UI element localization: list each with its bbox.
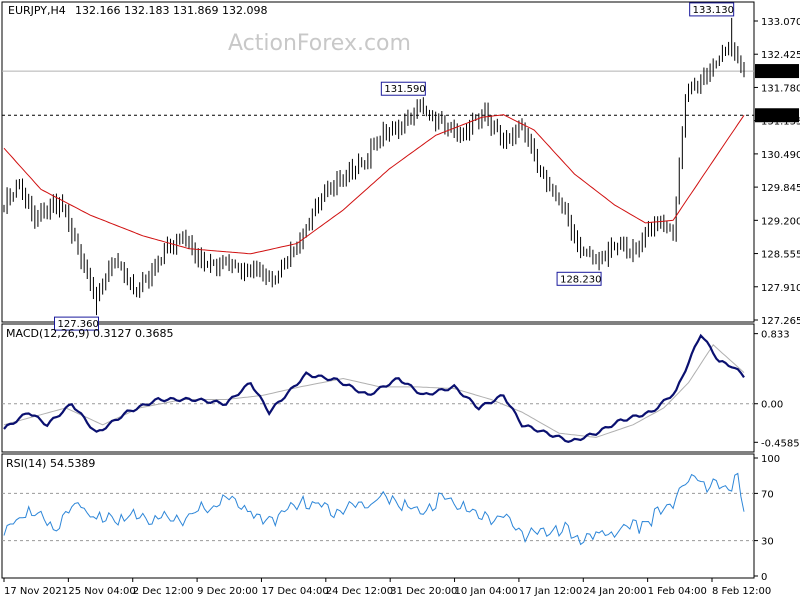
- price-layer: 133.130 131.590 128.230 127.360: [2, 2, 754, 331]
- price-tick-label: 133.070: [761, 17, 800, 28]
- ohlc-open: 132.166: [75, 4, 121, 17]
- moving-average-line: [3, 114, 745, 255]
- annotation-label: 133.130: [693, 5, 734, 16]
- time-tick-label: 9 Dec 20:00: [197, 586, 258, 597]
- macd-tick-label: 0.00: [761, 400, 783, 411]
- time-tick-label: 17 Dec 04:00: [261, 586, 328, 597]
- time-tick-label: 17 Nov 2021: [4, 586, 68, 597]
- time-tick-label: 17 Jan 12:00: [519, 586, 582, 597]
- annotation-box: [556, 271, 602, 286]
- time-tick-label: 1 Feb 04:00: [648, 586, 707, 597]
- rsi-tick-label: 0: [761, 572, 767, 583]
- macd-layer: [2, 333, 754, 443]
- annotation-box: [689, 2, 735, 17]
- price-panel: [1, 1, 755, 323]
- rsi-layer: [2, 472, 754, 546]
- axis-layer: 133.070132.425131.780131.135130.490129.8…: [3, 17, 800, 597]
- annotation-box: [380, 81, 426, 96]
- annotation-label: 128.230: [560, 274, 601, 285]
- time-tick-label: 24 Jan 20:00: [583, 586, 646, 597]
- macd-panel: [1, 323, 755, 453]
- time-tick-label: 24 Dec 12:00: [326, 586, 393, 597]
- price-tick-label: 130.490: [761, 150, 800, 161]
- time-tick-label: 10 Jan 04:00: [455, 586, 518, 597]
- level-tag: [755, 108, 799, 123]
- price-tick-label: 131.780: [761, 83, 800, 94]
- level-label: 131.240: [758, 111, 799, 122]
- rsi-tick-label: 70: [761, 489, 774, 500]
- price-tick-label: 129.200: [761, 216, 800, 227]
- price-tick-label: 127.265: [761, 316, 800, 327]
- annotation-label: 131.590: [384, 84, 425, 95]
- current-price-tag: [755, 64, 799, 79]
- price-tick-label: 132.425: [761, 50, 800, 61]
- macd-label: MACD(12,26,9) 0.3127 0.3685: [6, 327, 174, 340]
- rsi-tick-label: 30: [761, 537, 774, 548]
- watermark: ActionForex.com: [228, 31, 411, 56]
- macd-tick-label: -0.4585: [761, 438, 800, 449]
- annotation-label: 127.360: [58, 319, 99, 330]
- time-tick-label: 25 Nov 04:00: [68, 586, 135, 597]
- annotation-box: [54, 316, 99, 331]
- ohlc-low: 131.869: [173, 4, 219, 17]
- ohlc-high: 132.183: [124, 4, 170, 17]
- symbol-header: EURJPY,H4: [8, 4, 66, 17]
- price-tick-label: 128.555: [761, 250, 800, 261]
- macd-signal-line: [3, 344, 745, 438]
- time-tick-label: 2 Dec 12:00: [133, 586, 194, 597]
- macd-tick-label: 0.833: [761, 330, 790, 341]
- current-price-label: 132.098: [758, 67, 799, 78]
- price-tick-label: 129.845: [761, 183, 800, 194]
- rsi-tick-label: 100: [761, 454, 780, 465]
- macd-main-line: [3, 333, 745, 443]
- time-tick-label: 8 Feb 12:00: [712, 586, 771, 597]
- rsi-label: RSI(14) 54.5389: [6, 457, 95, 470]
- time-tick-label: 31 Dec 20:00: [390, 586, 457, 597]
- rsi-line: [3, 472, 745, 546]
- ohlc-close: 132.098: [222, 4, 268, 17]
- price-tick-label: 127.910: [761, 283, 800, 294]
- rsi-panel: [1, 453, 755, 579]
